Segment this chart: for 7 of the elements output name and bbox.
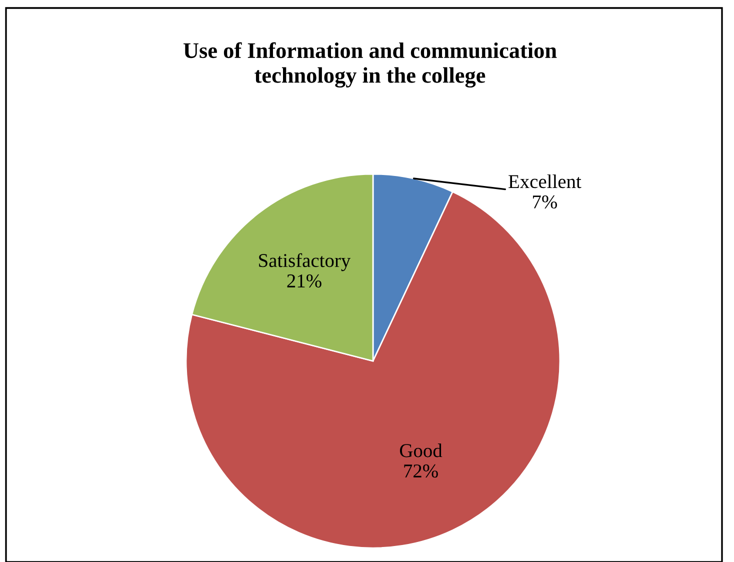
- data-label: 72%: [404, 464, 438, 478]
- slice-label: Satisfactory: [259, 253, 351, 272]
- slice-label: Good: [400, 444, 442, 458]
- data-label: 7%: [533, 195, 557, 209]
- data-label: 21%: [287, 274, 322, 288]
- slice-label: Excellent: [508, 174, 582, 188]
- chart-title: Use of Information and communication technology in the college: [184, 42, 557, 88]
